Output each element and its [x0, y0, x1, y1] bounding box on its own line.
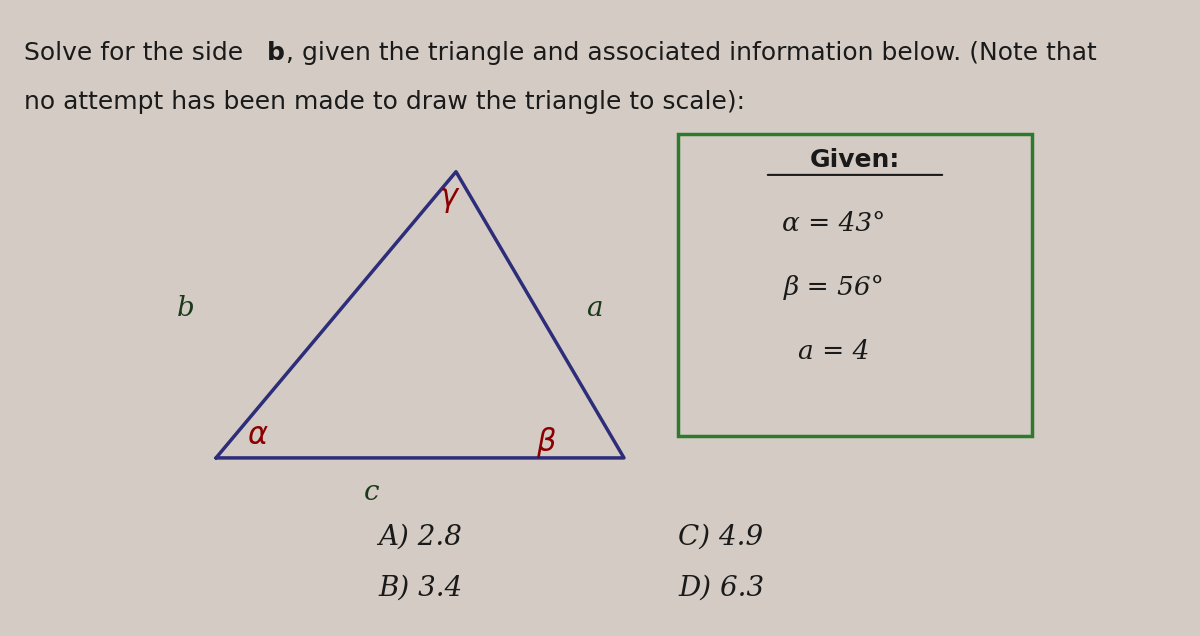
- Text: A) 2.8: A) 2.8: [378, 524, 462, 551]
- Text: $\alpha$: $\alpha$: [247, 421, 269, 450]
- Text: a: a: [586, 295, 602, 322]
- Text: , given the triangle and associated information below. (Note that: , given the triangle and associated info…: [286, 41, 1097, 66]
- Text: no attempt has been made to draw the triangle to scale):: no attempt has been made to draw the tri…: [24, 90, 745, 114]
- Text: B) 3.4: B) 3.4: [378, 575, 462, 602]
- Text: C) 4.9: C) 4.9: [678, 524, 763, 551]
- Text: b: b: [178, 295, 194, 322]
- Text: $\gamma$: $\gamma$: [439, 186, 461, 215]
- Text: Solve for the side: Solve for the side: [24, 41, 251, 66]
- Text: D) 6.3: D) 6.3: [678, 575, 764, 602]
- Text: β = 56°: β = 56°: [784, 275, 884, 300]
- Text: $\beta$: $\beta$: [535, 424, 557, 460]
- Text: a = 4: a = 4: [798, 338, 870, 364]
- Text: Given:: Given:: [810, 148, 900, 172]
- Text: b: b: [266, 41, 284, 66]
- Text: α = 43°: α = 43°: [782, 211, 886, 237]
- Text: c: c: [365, 480, 379, 506]
